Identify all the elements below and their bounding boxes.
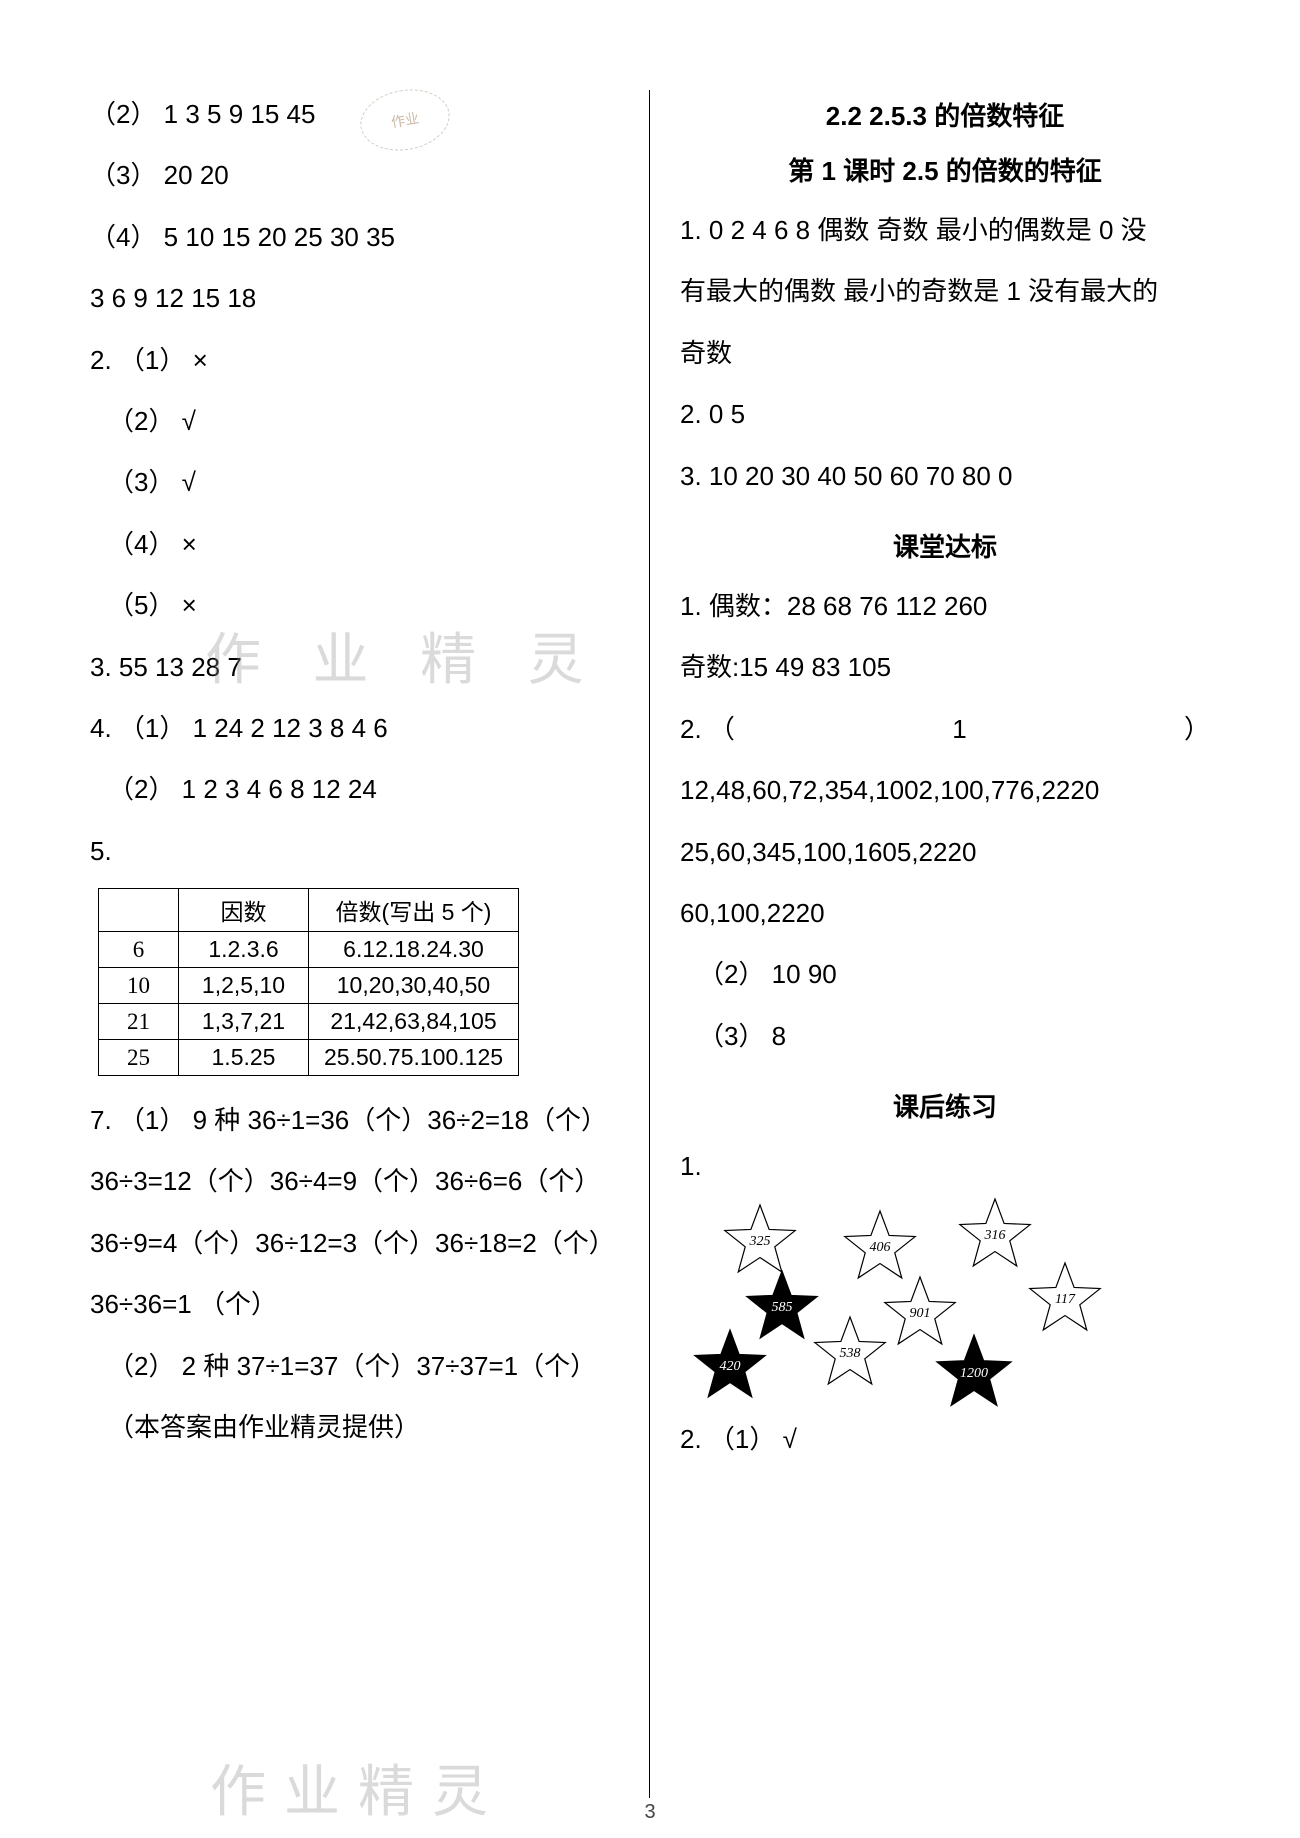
answer-line: （2） 2 种 37÷1=37（个）37÷37=1（个） [90, 1342, 619, 1391]
answer-line: 有最大的偶数 最小的奇数是 1 没有最大的 [680, 267, 1210, 316]
answer-line: 7. （1） 9 种 36÷1=36（个）36÷2=18（个） [90, 1096, 619, 1145]
paren-open: 2. （ [680, 705, 735, 754]
answer-line: 60,100,2220 [680, 889, 1210, 938]
answer-line: 3. 10 20 30 40 50 60 70 80 0 [680, 452, 1210, 501]
stars-diagram: 3254063165859011175384201200 [680, 1203, 1140, 1403]
answer-line: （2） 1 3 5 9 15 45 [90, 90, 619, 139]
answer-line: （2） 1 2 3 4 6 8 12 24 [90, 765, 619, 814]
factors-table: 因数 倍数(写出 5 个) 6 1.2.3.6 6.12.18.24.30 10… [98, 888, 519, 1076]
answer-line: 4. （1） 1 24 2 12 3 8 4 6 [90, 704, 619, 753]
section-header: 课堂达标 [680, 527, 1210, 564]
left-column: （2） 1 3 5 9 15 45 （3） 20 20 （4） 5 10 15 … [70, 90, 650, 1798]
table-header: 倍数(写出 5 个) [309, 889, 519, 932]
table-cell: 25 [99, 1040, 179, 1076]
right-column: 2.2 2.5.3 的倍数特征 第 1 课时 2.5 的倍数的特征 1. 0 2… [650, 90, 1230, 1798]
answer-line: 25,60,345,100,1605,2220 [680, 828, 1210, 877]
answer-line: 3. 55 13 28 7 [90, 643, 619, 692]
table-cell: 10 [99, 968, 179, 1004]
table-cell: 1.5.25 [179, 1040, 309, 1076]
answer-line: 1. [680, 1142, 1210, 1191]
answer-line: 36÷36=1 （个） [90, 1280, 619, 1329]
answer-credit: （本答案由作业精灵提供） [90, 1403, 619, 1452]
answer-line: （5） × [90, 581, 619, 630]
two-column-layout: （2） 1 3 5 9 15 45 （3） 20 20 （4） 5 10 15 … [70, 90, 1230, 1798]
table-cell: 21 [99, 1004, 179, 1040]
answer-line: 1. 0 2 4 6 8 偶数 奇数 最小的偶数是 0 没 [680, 206, 1210, 255]
lesson-subtitle: 第 1 课时 2.5 的倍数的特征 [680, 151, 1210, 188]
answer-line: 2. （1） × [90, 336, 619, 385]
table-cell: 1.2.3.6 [179, 932, 309, 968]
table-header-row: 因数 倍数(写出 5 个) [99, 889, 519, 932]
answer-line: （3） √ [90, 458, 619, 507]
answer-line: 奇数 [680, 329, 1210, 378]
answer-line: 2. 0 5 [680, 390, 1210, 439]
table-cell: 25.50.75.100.125 [309, 1040, 519, 1076]
star-shape: 538 [810, 1315, 890, 1393]
answer-line: 2. （1） √ [680, 1415, 1210, 1464]
answer-line: （2） √ [90, 397, 619, 446]
answer-line: （3） 8 [680, 1012, 1210, 1061]
answer-line: 36÷9=4（个）36÷12=3（个）36÷18=2（个） [90, 1219, 619, 1268]
answer-line: 3 6 9 12 15 18 [90, 274, 619, 323]
section-header: 课后练习 [680, 1087, 1210, 1124]
paren-value: 1 [952, 705, 966, 754]
answer-line: 奇数:15 49 83 105 [680, 643, 1210, 692]
table-cell: 6.12.18.24.30 [309, 932, 519, 968]
answer-line: （3） 20 20 [90, 151, 619, 200]
table-header [99, 889, 179, 932]
page-number: 3 [644, 1801, 655, 1824]
table-cell: 21,42,63,84,105 [309, 1004, 519, 1040]
table-header: 因数 [179, 889, 309, 932]
section-title: 2.2 2.5.3 的倍数特征 [680, 96, 1210, 133]
star-shape: 316 [955, 1197, 1035, 1275]
star-shape: 1200 [930, 1333, 1018, 1415]
table-row: 10 1,2,5,10 10,20,30,40,50 [99, 968, 519, 1004]
table-cell: 1,2,5,10 [179, 968, 309, 1004]
answer-line: 36÷3=12（个）36÷4=9（个）36÷6=6（个） [90, 1157, 619, 1206]
answer-line: （4） × [90, 520, 619, 569]
answer-line: 1. 偶数：28 68 76 112 260 [680, 582, 1210, 631]
star-shape: 117 [1025, 1261, 1105, 1339]
answer-line: （2） 10 90 [680, 950, 1210, 999]
table-row: 21 1,3,7,21 21,42,63,84,105 [99, 1004, 519, 1040]
table-cell: 6 [99, 932, 179, 968]
star-shape: 420 [690, 1328, 770, 1406]
answer-line: （4） 5 10 15 20 25 30 35 [90, 213, 619, 262]
table-cell: 1,3,7,21 [179, 1004, 309, 1040]
answer-line: 2. （ 1 ） [680, 705, 1210, 754]
answer-line: 12,48,60,72,354,1002,100,776,2220 [680, 766, 1210, 815]
answer-line: 5. [90, 827, 619, 876]
paren-close: ） [1184, 705, 1210, 754]
table-row: 25 1.5.25 25.50.75.100.125 [99, 1040, 519, 1076]
table-row: 6 1.2.3.6 6.12.18.24.30 [99, 932, 519, 968]
table-cell: 10,20,30,40,50 [309, 968, 519, 1004]
